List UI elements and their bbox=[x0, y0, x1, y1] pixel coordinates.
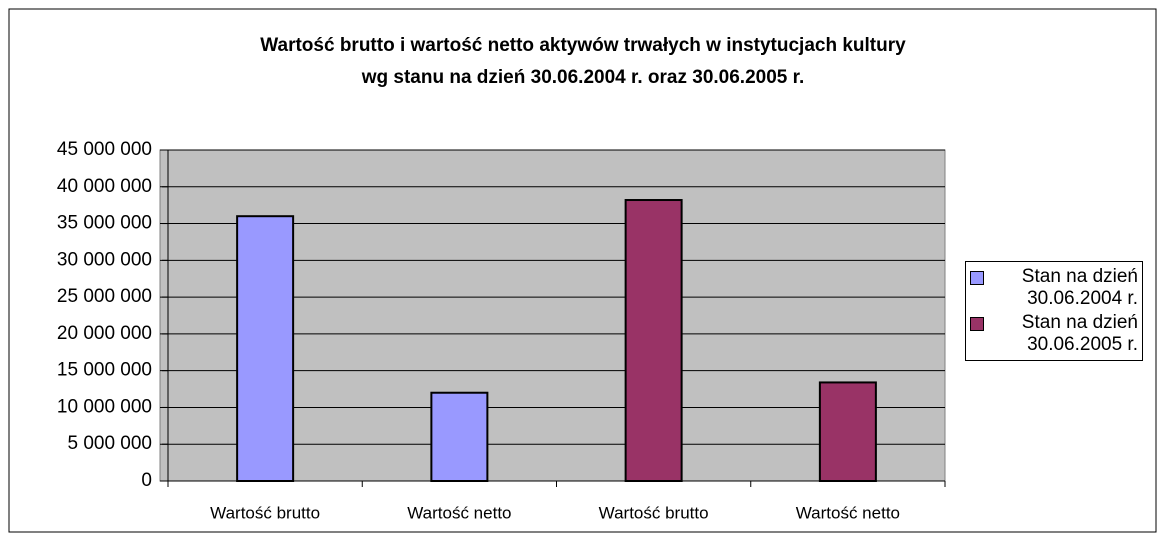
x-tick-label: Wartość netto bbox=[407, 503, 511, 522]
chart-subtitle: wg stanu na dzień 30.06.2004 r. oraz 30.… bbox=[361, 67, 805, 88]
y-tick-label: 30 000 000 bbox=[57, 249, 152, 270]
y-tick-label: 0 bbox=[141, 470, 152, 491]
y-tick-label: 5 000 000 bbox=[67, 433, 152, 454]
bar bbox=[624, 199, 683, 482]
x-tick-label: Wartość netto bbox=[796, 503, 900, 522]
y-tick-label: 40 000 000 bbox=[57, 176, 152, 197]
y-tick-label: 20 000 000 bbox=[57, 323, 152, 344]
bar bbox=[236, 215, 295, 482]
bar bbox=[818, 381, 877, 482]
x-tick-label: Wartość brutto bbox=[210, 503, 320, 522]
legend-label: Stan na dzień 30.06.2005 r. bbox=[1021, 312, 1138, 355]
legend: Stan na dzień 30.06.2004 r. Stan na dzień… bbox=[965, 261, 1143, 361]
legend-label: Stan na dzień 30.06.2004 r. bbox=[1021, 266, 1138, 309]
y-tick-label: 10 000 000 bbox=[57, 396, 152, 417]
y-tick-label: 25 000 000 bbox=[57, 286, 152, 307]
legend-item: Stan na dzień 30.06.2004 r. bbox=[970, 266, 1138, 310]
bar bbox=[430, 391, 489, 483]
legend-item: Stan na dzień 30.06.2005 r. bbox=[970, 312, 1138, 356]
x-tick-label: Wartość brutto bbox=[599, 503, 709, 522]
y-tick-label: 15 000 000 bbox=[57, 360, 152, 381]
legend-swatch bbox=[970, 317, 984, 331]
chart-title: Wartość brutto i wartość netto aktywów t… bbox=[260, 35, 906, 56]
legend-swatch bbox=[970, 271, 984, 285]
y-tick-label: 35 000 000 bbox=[57, 213, 152, 234]
y-tick-label: 45 000 000 bbox=[57, 139, 152, 160]
